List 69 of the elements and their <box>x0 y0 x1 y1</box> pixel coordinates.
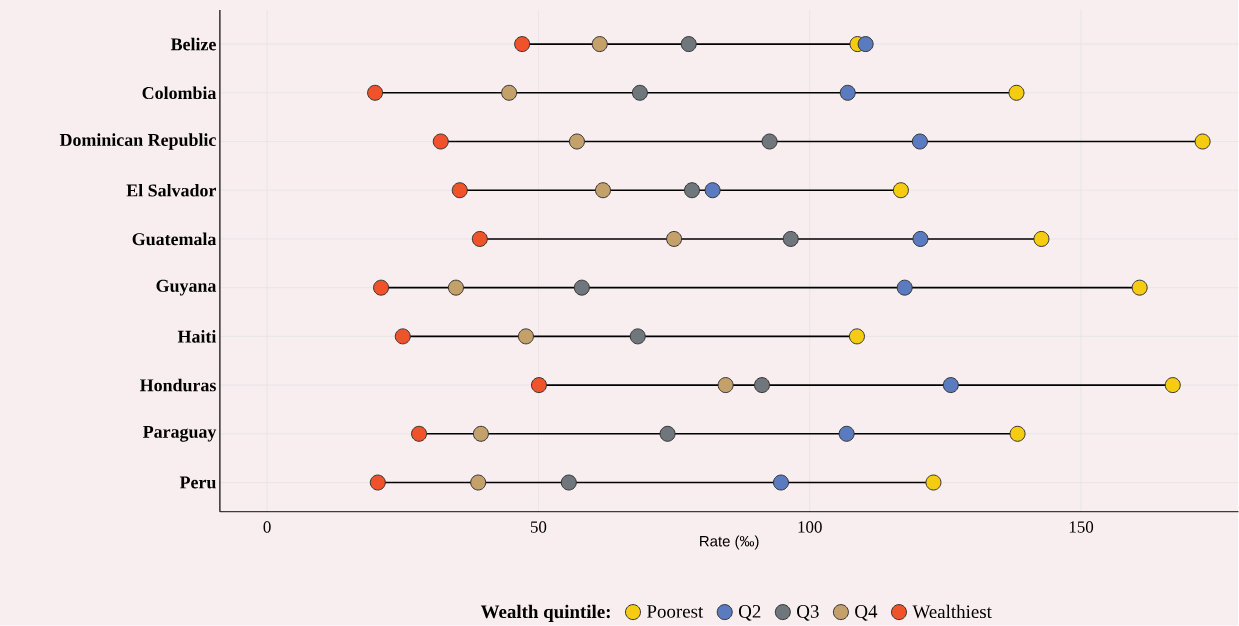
point <box>857 36 874 53</box>
point <box>680 36 697 53</box>
point <box>761 133 778 150</box>
y-tick-label: Dominican Republic <box>59 133 216 150</box>
y-tick-label: Colombia <box>142 86 217 100</box>
point <box>451 182 468 199</box>
legend-title: Wealth quintile: <box>480 604 610 623</box>
x-axis-title: Rate (‰) <box>700 535 759 550</box>
y-tick-label: El Salvador <box>126 184 216 197</box>
legend-label: Wealthiest <box>912 604 992 619</box>
legend-label: Q3 <box>797 605 819 621</box>
point <box>369 474 386 491</box>
point <box>530 377 547 394</box>
point <box>367 84 384 101</box>
point <box>631 84 648 101</box>
y-tick-label: Paraguay <box>143 426 217 442</box>
point <box>501 84 518 101</box>
point <box>560 474 577 491</box>
y-tick-label: Honduras <box>139 378 216 392</box>
point <box>838 425 855 442</box>
point <box>666 231 683 248</box>
y-tick-label: Peru <box>179 476 216 489</box>
x-tick-label: 0 <box>263 521 271 533</box>
point <box>591 36 608 53</box>
point <box>892 182 909 199</box>
point <box>896 279 913 296</box>
point <box>1164 377 1181 394</box>
point <box>839 84 856 101</box>
point <box>1009 425 1026 442</box>
point <box>373 279 390 296</box>
legend-label: Q2 <box>738 605 761 621</box>
point <box>912 231 929 248</box>
point <box>447 279 464 296</box>
y-tick-label: Haiti <box>177 330 217 343</box>
point <box>470 474 487 491</box>
point <box>1131 279 1148 296</box>
point <box>514 36 531 53</box>
point <box>471 231 488 248</box>
point <box>942 377 959 394</box>
point <box>411 425 428 442</box>
point <box>717 377 734 394</box>
point <box>925 474 942 491</box>
y-tick-label: Guatemala <box>132 232 217 246</box>
point <box>629 328 646 345</box>
point <box>1194 133 1211 150</box>
x-tick-label: 50 <box>530 521 547 533</box>
point <box>848 328 865 345</box>
point <box>911 133 928 150</box>
point <box>432 133 449 150</box>
x-tick-label: 100 <box>798 521 822 533</box>
point <box>782 231 799 248</box>
legend-label: Poorest <box>647 605 704 618</box>
y-tick-label: Belize <box>170 37 216 51</box>
x-tick-label: 150 <box>1069 521 1094 533</box>
point <box>683 182 700 199</box>
point <box>704 182 721 199</box>
point <box>595 182 611 199</box>
point <box>753 377 770 394</box>
point <box>568 133 585 150</box>
legend-label: Q4 <box>855 605 878 621</box>
point <box>772 474 789 491</box>
y-tick-label: Guyana <box>156 279 217 296</box>
point <box>573 279 590 296</box>
point <box>472 425 489 442</box>
point <box>1008 84 1025 101</box>
point <box>394 328 411 345</box>
point <box>1033 231 1050 248</box>
point <box>659 425 676 442</box>
point <box>517 328 534 345</box>
